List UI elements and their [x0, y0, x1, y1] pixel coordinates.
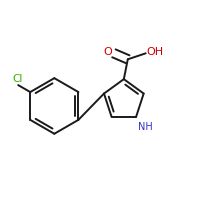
Text: Cl: Cl — [12, 74, 22, 84]
Text: OH: OH — [147, 47, 164, 57]
Text: O: O — [104, 47, 112, 57]
Text: NH: NH — [138, 122, 153, 132]
